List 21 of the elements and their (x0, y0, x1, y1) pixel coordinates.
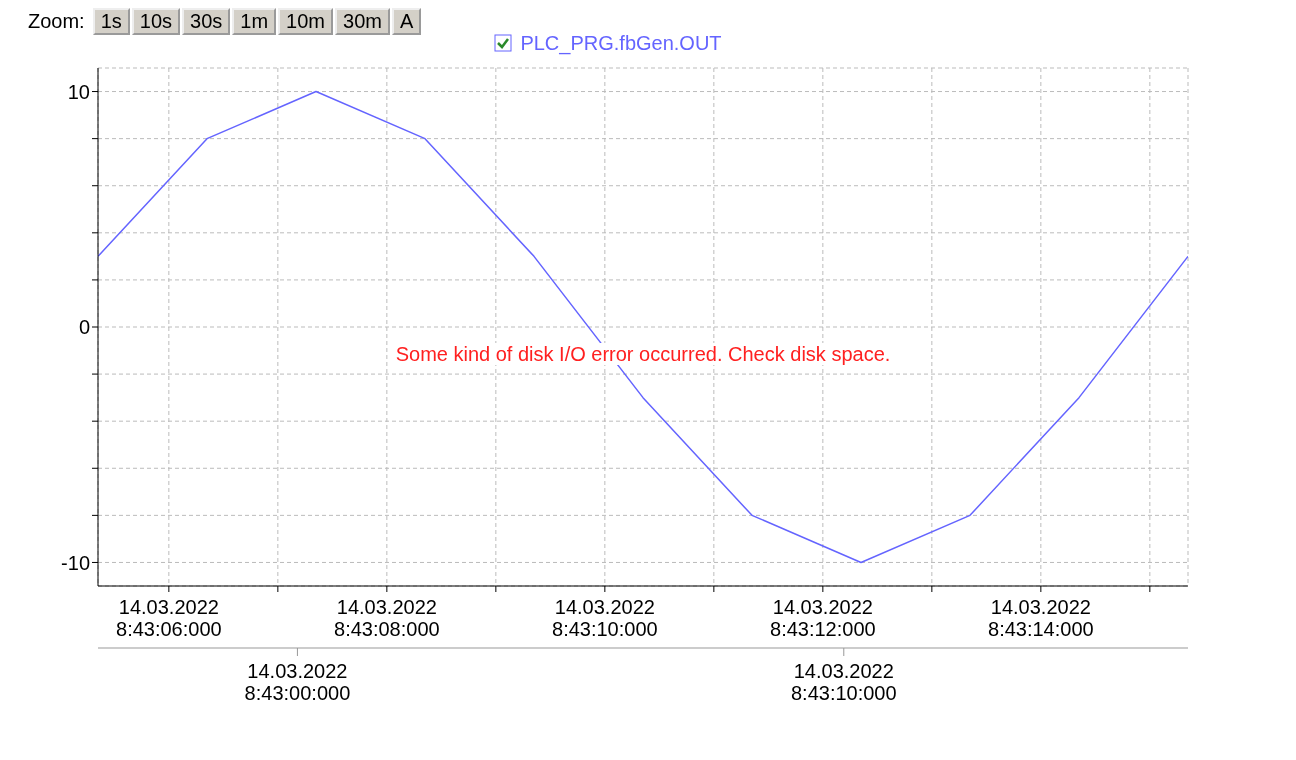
line-series (98, 90, 1188, 564)
text: A (391, 8, 422, 35)
text: 30m (335, 8, 390, 35)
x2-tick-label: 14.03.2022 8:43:00:000 (244, 660, 351, 704)
y-tick-label: 10 (67, 80, 90, 103)
text: 10m (278, 8, 334, 35)
legend-label: PLC_PRG.fbGen.OUT (519, 30, 722, 57)
x-tick-label: 14.03.2022 8:43:12:000 (770, 596, 876, 640)
text: 1m (232, 8, 277, 35)
x-tick-label: 14.03.2022 8:43:08:000 (334, 596, 440, 640)
text: 30s (182, 8, 231, 35)
y-tick-label: 0 (78, 316, 90, 339)
x-tick-label: 14.03.2022 8:43:06:000 (116, 596, 222, 640)
y-tick-label: -10 (61, 551, 90, 574)
text: Zoom: (28, 10, 85, 33)
annotation: Some kind of disk I/O error occurred. Check disk space. (391, 343, 895, 365)
text: 1s (92, 8, 130, 35)
x-tick-label: 14.03.2022 8:43:14:000 (988, 596, 1094, 640)
x2-tick-label: 14.03.2022 8:43:10:000 (790, 660, 897, 704)
x-tick-label: 14.03.2022 8:43:10:000 (552, 596, 658, 640)
text: 10s (131, 8, 181, 35)
